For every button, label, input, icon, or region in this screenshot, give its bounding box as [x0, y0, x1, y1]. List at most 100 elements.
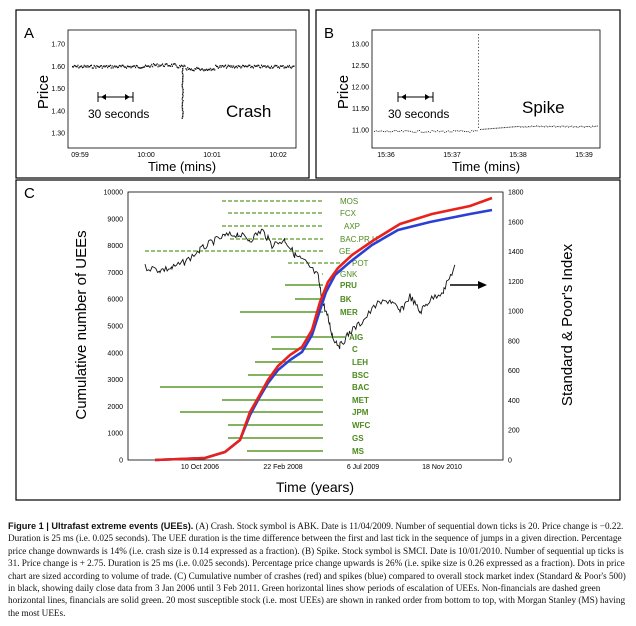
panel-a-price-trace [72, 63, 295, 119]
price-dot [162, 65, 164, 67]
price-dot [171, 63, 173, 66]
price-dot [580, 125, 582, 127]
price-dot [550, 126, 552, 128]
price-dot [211, 68, 213, 70]
price-dot [156, 63, 158, 65]
price-dot [114, 65, 116, 67]
price-dot [388, 131, 390, 133]
panel-a-xlabel: Time (mins) [148, 159, 216, 174]
price-dot [547, 126, 549, 128]
price-dot [188, 68, 190, 71]
x-tick-label: 15:38 [509, 152, 527, 159]
y-right-tick-label: 800 [508, 338, 520, 345]
y-right-tick-label: 200 [508, 428, 520, 435]
price-dot [190, 68, 192, 70]
price-dot [92, 67, 94, 69]
panel-c-letter: C [24, 185, 35, 202]
price-dot [110, 67, 112, 69]
price-dot [208, 68, 210, 71]
caption-body: (A) Crash. Stock symbol is ABK. Date is … [8, 521, 626, 618]
crash-dot [182, 68, 184, 70]
crash-dot [182, 95, 184, 97]
price-dot [169, 64, 171, 67]
crash-dot [181, 108, 184, 110]
crash-dot [182, 79, 184, 81]
price-dot [79, 66, 81, 68]
price-dot [291, 66, 293, 68]
panel-a-letter: A [24, 25, 34, 42]
price-dot [480, 129, 481, 130]
price-dot [72, 65, 74, 68]
price-dot [144, 66, 146, 68]
financial-stock-label: BK [340, 295, 352, 304]
price-dot [383, 131, 384, 133]
price-dot [292, 65, 294, 67]
crash-dot [182, 111, 184, 113]
crash-dot [181, 87, 184, 89]
price-dot [94, 65, 96, 68]
price-dot [216, 65, 218, 68]
price-dot [157, 65, 159, 68]
panel-b-annotation: Spike [522, 98, 565, 117]
price-dot [206, 68, 208, 71]
crash-dot [182, 74, 184, 76]
price-dot [484, 128, 486, 130]
spike-dot [478, 66, 479, 68]
financial-stock-label: BSC [352, 371, 369, 380]
price-dot [272, 66, 274, 69]
price-dot [125, 66, 127, 68]
price-dot [197, 67, 199, 70]
panel-a-annotation: Crash [226, 102, 271, 121]
price-dot [105, 65, 107, 67]
panel-b-frame [315, 9, 621, 179]
crash-dot [181, 101, 184, 103]
price-dot [81, 65, 83, 67]
price-dot [164, 63, 166, 66]
price-dot [576, 126, 577, 128]
y-left-tick-label: 3000 [107, 377, 123, 384]
price-dot [260, 67, 262, 69]
price-dot [245, 65, 247, 68]
price-dot [491, 128, 493, 130]
price-dot [103, 65, 105, 67]
y-left-tick-label: 10000 [104, 190, 124, 197]
spike-dot [478, 72, 479, 74]
price-dot [435, 131, 437, 133]
price-dot [180, 65, 182, 68]
price-dot [117, 66, 119, 69]
price-dot [168, 65, 170, 67]
price-dot [523, 126, 525, 128]
price-dot [377, 130, 379, 132]
y-tick-label: 1.60 [51, 64, 65, 71]
price-dot [82, 66, 84, 68]
price-dot [73, 64, 75, 67]
y-tick-label: 12.00 [351, 85, 369, 92]
y-right-tick-label: 1200 [508, 279, 524, 286]
spike-dot [478, 69, 479, 71]
figure-caption: Figure 1 | Ultrafast extreme events (UEE… [8, 520, 628, 619]
price-dot [116, 65, 118, 68]
price-dot [203, 70, 205, 72]
y-left-tick-label: 6000 [107, 297, 123, 304]
y-right-tick-label: 1000 [508, 309, 524, 316]
price-dot [112, 67, 114, 69]
crash-dot [181, 85, 183, 87]
price-dot [568, 126, 569, 128]
price-dot [161, 64, 163, 66]
price-dot [75, 65, 77, 68]
price-dot [193, 70, 195, 72]
price-dot [261, 66, 263, 68]
price-dot [253, 64, 255, 67]
price-dot [115, 66, 117, 68]
price-dot [433, 130, 435, 132]
price-dot [242, 64, 244, 67]
panel-a: A Price 1.70 1.60 1.50 1.40 1.30 09:59 10:00 1… [15, 9, 310, 179]
panel-b-price-trace [374, 34, 598, 133]
y-left-tick-label: 7000 [107, 270, 123, 277]
price-dot [404, 130, 406, 132]
price-dot [126, 67, 128, 69]
financial-stock-label: GS [352, 434, 364, 443]
y-right-tick-label: 1600 [508, 219, 524, 226]
price-dot [90, 64, 92, 67]
